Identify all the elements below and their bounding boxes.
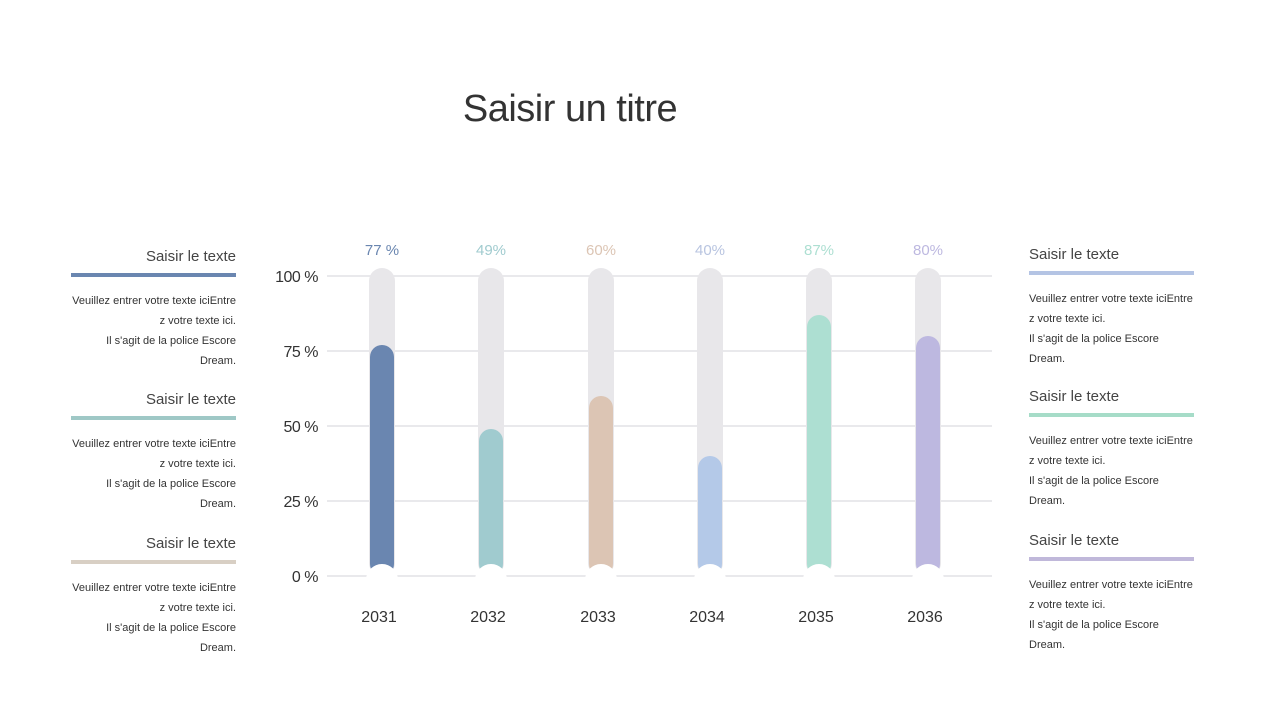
bar: [479, 429, 503, 576]
panel-heading: Saisir le texte: [145, 248, 236, 265]
panel-body: Veuillez entrer votre texte iciEntre z v…: [72, 295, 236, 367]
right-text-panel: Saisir le texte Veuillez entrer votre te…: [1029, 388, 1194, 511]
panel-accent-line: [1029, 271, 1194, 275]
panel-body: Veuillez entrer votre texte iciEntre z v…: [1029, 579, 1193, 651]
y-tick-label: 25 %: [284, 494, 319, 511]
y-tick-label: 100 %: [275, 269, 318, 286]
panel-heading: Saisir le texte: [1029, 532, 1120, 549]
panel-heading: Saisir le texte: [145, 535, 236, 552]
panel-accent-line: [71, 416, 236, 420]
data-label: 40%: [695, 242, 725, 259]
bar-base-cap: [475, 564, 507, 596]
bar: [807, 315, 831, 576]
panel-body: Veuillez entrer votre texte iciEntre z v…: [1029, 435, 1193, 507]
panel-accent-line: [1029, 557, 1194, 561]
x-tick-label: 2036: [907, 609, 943, 626]
right-text-panel: Saisir le texte Veuillez entrer votre te…: [1029, 532, 1194, 655]
bar-base-cap: [803, 564, 835, 596]
panel-body: Veuillez entrer votre texte iciEntre z v…: [72, 438, 236, 510]
y-tick-label: 0 %: [292, 569, 318, 586]
left-text-panel: Saisir le texte Veuillez entrer votre te…: [71, 535, 236, 658]
left-text-panel: Saisir le texte Veuillez entrer votre te…: [71, 248, 236, 371]
panel-heading: Saisir le texte: [1029, 388, 1120, 405]
panel-body: Veuillez entrer votre texte iciEntre z v…: [1029, 293, 1193, 365]
x-tick-label: 2035: [798, 609, 834, 626]
x-tick-label: 2031: [361, 609, 397, 626]
x-tick-label: 2034: [689, 609, 725, 626]
data-label: 49%: [476, 242, 506, 259]
panel-accent-line: [71, 273, 236, 277]
bar-base-cap: [366, 564, 398, 596]
panel-accent-line: [1029, 413, 1194, 417]
bar: [589, 396, 613, 576]
panel-heading: Saisir le texte: [145, 391, 236, 408]
data-label: 60%: [586, 242, 616, 259]
data-label: 80%: [913, 242, 943, 259]
panel-heading: Saisir le texte: [1029, 246, 1120, 263]
y-tick-label: 75 %: [284, 344, 319, 361]
data-label: 77 %: [365, 242, 399, 259]
x-tick-label: 2032: [470, 609, 506, 626]
right-text-panel: Saisir le texte Veuillez entrer votre te…: [1029, 246, 1194, 369]
left-text-panel: Saisir le texte Veuillez entrer votre te…: [71, 391, 236, 514]
bar: [698, 456, 722, 576]
bar-base-cap: [585, 564, 617, 596]
panel-body: Veuillez entrer votre texte iciEntre z v…: [72, 582, 236, 654]
y-tick-label: 50 %: [284, 419, 319, 436]
bar: [370, 345, 394, 576]
bar-base-cap: [912, 564, 944, 596]
panel-accent-line: [71, 560, 236, 564]
bar-base-cap: [694, 564, 726, 596]
page-title: Saisir un titre: [462, 88, 678, 130]
x-tick-label: 2033: [580, 609, 616, 626]
data-label: 87%: [804, 242, 834, 259]
bar: [916, 336, 940, 576]
